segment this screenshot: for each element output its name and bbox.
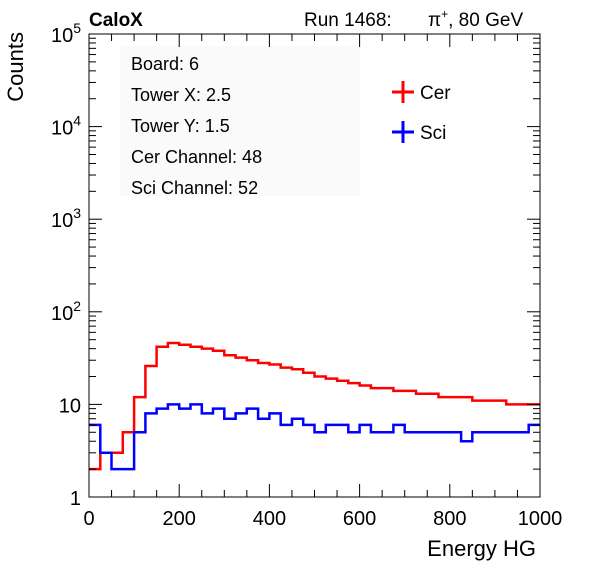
beam-charge: + bbox=[441, 7, 448, 21]
beam-particle: π+, 80 GeV bbox=[428, 7, 523, 31]
info-lines: Board: 6 Tower X: 2.5 Tower Y: 1.5 Cer Chan… bbox=[131, 54, 262, 198]
info-line: Sci Channel: 52 bbox=[131, 178, 258, 198]
run-label: Run 1468: bbox=[304, 10, 392, 31]
x-tick-label: 600 bbox=[343, 508, 376, 530]
x-tick-label: 0 bbox=[83, 508, 94, 530]
legend: Cer Sci bbox=[392, 81, 451, 144]
info-line: Tower X: 2.5 bbox=[131, 85, 231, 105]
info-line: Board: 6 bbox=[131, 54, 199, 74]
y-tick-label: 10 bbox=[59, 395, 81, 417]
x-tick-label: 1000 bbox=[518, 508, 563, 530]
x-tick-label: 400 bbox=[253, 508, 286, 530]
series-sci bbox=[89, 403, 541, 471]
tick-layer: 0 200 400 600 800 1000 1 10 102 103 104 105 bbox=[51, 20, 562, 530]
legend-label-cer: Cer bbox=[420, 83, 451, 104]
info-line: Cer Channel: 48 bbox=[131, 147, 262, 167]
experiment-label: CaloX bbox=[89, 10, 143, 31]
legend-entry-cer: Cer bbox=[392, 81, 451, 104]
beam-symbol: π bbox=[428, 10, 441, 31]
series-line-sci bbox=[89, 403, 540, 471]
info-line: Tower Y: 1.5 bbox=[131, 116, 230, 136]
y-tick-label: 104 bbox=[51, 113, 81, 140]
y-tick-label: 1 bbox=[70, 488, 81, 510]
y-tick-label: 103 bbox=[51, 205, 81, 232]
x-axis-title: Energy HG bbox=[427, 536, 536, 561]
x-tick-label: 800 bbox=[433, 508, 466, 530]
series-layer bbox=[89, 341, 541, 471]
legend-entry-sci: Sci bbox=[392, 121, 446, 144]
y-tick-label: 102 bbox=[51, 298, 81, 325]
y-tick-label: 105 bbox=[51, 20, 81, 47]
x-tick-label: 200 bbox=[163, 508, 196, 530]
legend-label-sci: Sci bbox=[420, 123, 446, 144]
beam-energy: , 80 GeV bbox=[448, 10, 523, 31]
info-box bbox=[120, 46, 360, 196]
y-axis-title: Counts bbox=[3, 32, 28, 102]
